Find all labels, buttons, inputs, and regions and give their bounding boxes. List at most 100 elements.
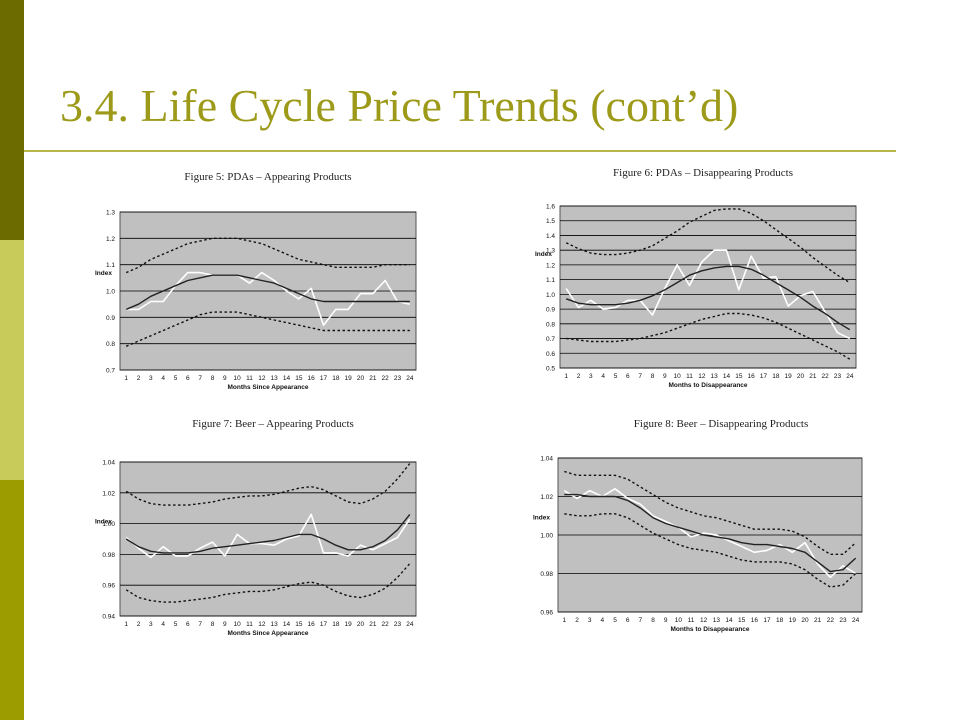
- y-tick-label: 0.5: [546, 366, 555, 373]
- figure-caption: Figure 6: PDAs – Disappearing Products: [613, 167, 793, 179]
- x-tick-label: 3: [589, 373, 593, 380]
- x-tick-label: 18: [332, 621, 340, 628]
- x-tick-label: 16: [308, 375, 316, 382]
- sidebar-dark-segment: [0, 0, 24, 240]
- x-tick-label: 2: [577, 373, 581, 380]
- x-axis-label: Months to Disappearance: [668, 382, 747, 389]
- series-line-solid-white: [126, 271, 410, 326]
- x-tick-label: 13: [713, 617, 721, 624]
- x-tick-label: 7: [198, 621, 202, 628]
- x-tick-label: 5: [613, 617, 617, 624]
- y-tick-label: 1.02: [540, 494, 553, 501]
- x-tick-label: 11: [246, 375, 253, 382]
- y-tick-label: 1.04: [540, 456, 553, 463]
- x-tick-label: 16: [308, 621, 316, 628]
- series-line-solid-dark: [125, 274, 410, 311]
- figure-caption: Figure 5: PDAs – Appearing Products: [184, 171, 352, 183]
- x-tick-label: 8: [211, 375, 215, 382]
- y-axis-label: Index: [95, 270, 112, 277]
- line-chart: 0.940.960.981.001.021.041 2 3 4 5 6 7 8 9 10 11 12 1…: [95, 460, 417, 637]
- x-tick-label: 24: [406, 621, 414, 628]
- x-tick-label: 12: [258, 621, 266, 628]
- x-tick-label: 19: [345, 621, 353, 628]
- y-tick-label: 0.94: [102, 614, 115, 621]
- x-tick-label: 17: [760, 373, 768, 380]
- x-tick-label: 20: [797, 373, 805, 380]
- x-tick-label: 1: [124, 375, 128, 382]
- x-tick-label: 2: [575, 617, 579, 624]
- x-tick-label: 12: [700, 617, 708, 624]
- y-tick-label: 0.8: [546, 321, 555, 328]
- x-tick-label: 3: [149, 621, 153, 628]
- x-tick-label: 4: [161, 621, 165, 628]
- x-tick-label: 10: [674, 373, 682, 380]
- x-tick-label: 17: [763, 617, 771, 624]
- x-tick-label: 4: [161, 375, 165, 382]
- x-tick-label: 5: [174, 375, 178, 382]
- x-tick-label: 9: [223, 621, 227, 628]
- x-tick-label: 6: [626, 373, 630, 380]
- x-tick-label: 1: [124, 621, 128, 628]
- x-tick-label: 20: [357, 375, 365, 382]
- x-tick-label: 21: [814, 617, 822, 624]
- sidebar-mid-segment: [0, 480, 24, 720]
- x-tick-label: 4: [601, 617, 605, 624]
- series-line-solid-dark: [125, 513, 411, 554]
- x-tick-label: 8: [651, 373, 655, 380]
- x-tick-label: 3: [149, 375, 153, 382]
- x-tick-label: 5: [174, 621, 178, 628]
- y-axis-label: Index: [95, 519, 112, 526]
- y-tick-label: 1.1: [106, 262, 115, 269]
- y-tick-label: 1.5: [546, 218, 555, 225]
- x-tick-label: 23: [394, 375, 402, 382]
- x-tick-label: 10: [234, 621, 242, 628]
- x-tick-label: 19: [345, 375, 353, 382]
- y-tick-label: 0.7: [546, 336, 555, 343]
- x-tick-label: 10: [234, 375, 242, 382]
- x-tick-label: 15: [295, 621, 303, 628]
- x-tick-label: 1: [563, 617, 567, 624]
- line-chart: 0.70.80.91.01.11.21.31 2 3 4 5 6 7 8 9 10 11 12 13 14…: [95, 210, 417, 391]
- x-tick-label: 13: [271, 375, 279, 382]
- x-tick-label: 24: [846, 373, 854, 380]
- y-tick-label: 0.9: [106, 315, 115, 322]
- x-tick-label: 18: [332, 375, 340, 382]
- x-tick-label: 9: [664, 617, 668, 624]
- x-tick-label: 21: [809, 373, 817, 380]
- x-axis-label: Months Since Appearance: [227, 630, 308, 637]
- y-tick-label: 1.00: [102, 521, 115, 528]
- slide-title: 3.4. Life Cycle Price Trends (cont’d): [60, 80, 739, 131]
- x-tick-label: 14: [725, 617, 733, 624]
- x-tick-label: 15: [738, 617, 746, 624]
- x-tick-label: 12: [258, 375, 266, 382]
- x-tick-label: 12: [698, 373, 706, 380]
- series-line-dotted-upper: [125, 237, 410, 274]
- x-tick-label: 18: [772, 373, 780, 380]
- x-tick-label: 20: [357, 621, 365, 628]
- series-line-dotted-upper: [565, 208, 851, 284]
- x-tick-label: 11: [686, 373, 693, 380]
- series-line-solid-dark: [564, 493, 857, 573]
- x-tick-label: 24: [406, 375, 414, 382]
- x-tick-label: 19: [789, 617, 797, 624]
- x-tick-label: 6: [186, 375, 190, 382]
- y-tick-label: 1.2: [546, 262, 555, 269]
- x-tick-label: 17: [320, 375, 328, 382]
- x-tick-label: 7: [639, 617, 643, 624]
- x-tick-label: 21: [369, 375, 377, 382]
- x-tick-label: 23: [394, 621, 402, 628]
- x-tick-label: 6: [626, 617, 630, 624]
- x-tick-label: 9: [223, 375, 227, 382]
- title-divider: [24, 150, 896, 152]
- x-tick-label: 16: [748, 373, 756, 380]
- y-tick-label: 1.3: [106, 210, 115, 217]
- x-tick-label: 14: [283, 621, 291, 628]
- x-tick-label: 2: [137, 621, 141, 628]
- x-tick-label: 1: [564, 373, 568, 380]
- y-tick-label: 0.9: [546, 307, 555, 314]
- y-tick-label: 0.98: [102, 552, 115, 559]
- x-tick-label: 24: [852, 617, 860, 624]
- series-line-dotted-lower: [125, 563, 411, 603]
- x-tick-label: 13: [711, 373, 719, 380]
- series-line-dotted-lower: [566, 312, 851, 360]
